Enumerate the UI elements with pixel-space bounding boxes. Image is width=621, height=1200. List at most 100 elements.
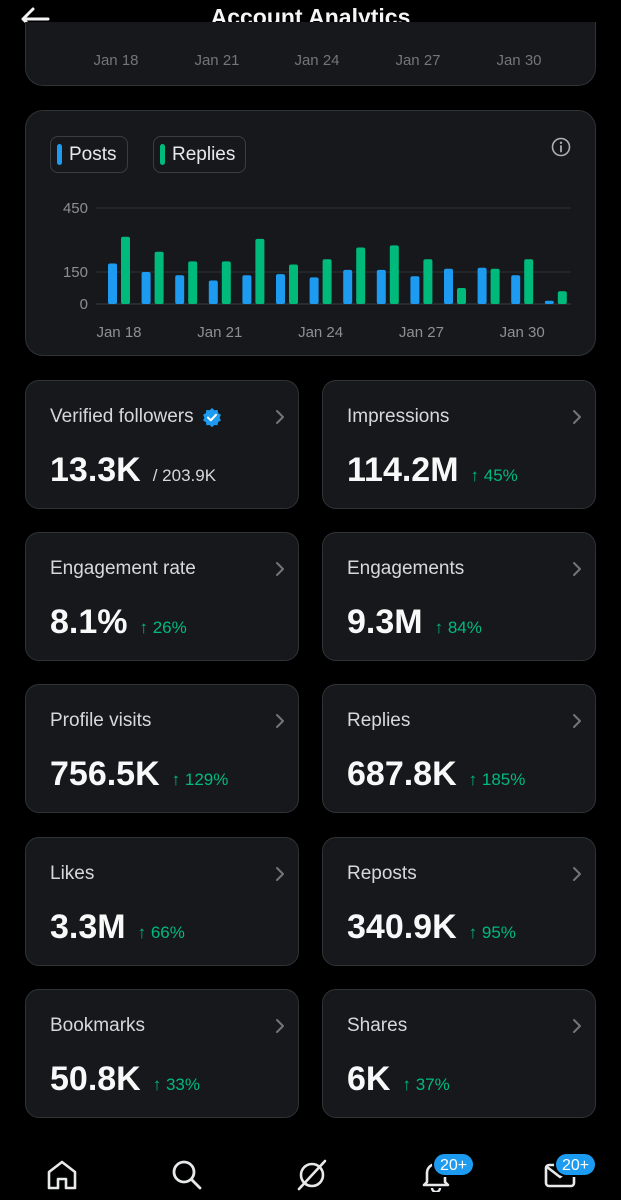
- chevron-right-icon: [276, 410, 284, 424]
- chevron-right-icon: [573, 410, 581, 424]
- stat-change: ↑ 45%: [470, 466, 518, 485]
- bar-replies-jan-19: [154, 251, 164, 304]
- messages-badge: 20+: [554, 1152, 598, 1177]
- bar-replies-jan-28: [457, 288, 466, 304]
- stat-card-engagement-rate[interactable]: Engagement rate 8.1% ↑ 26%: [25, 532, 299, 661]
- stat-label: Verified followers: [50, 406, 222, 428]
- stat-value: 50.8K ↑ 33%: [50, 1060, 200, 1099]
- legend-label: Replies: [172, 143, 236, 165]
- stat-value: 687.8K ↑ 185%: [347, 755, 525, 794]
- grok-icon[interactable]: [295, 1158, 329, 1192]
- bar-replies-jan-26: [389, 245, 399, 304]
- y-tick-label: 450: [63, 200, 88, 217]
- home-icon[interactable]: [45, 1158, 79, 1192]
- stat-label: Replies: [347, 710, 410, 732]
- stat-card-likes[interactable]: Likes 3.3M ↑ 66%: [25, 837, 299, 966]
- stat-label-text: Replies: [347, 710, 411, 731]
- stat-value: 340.9K ↑ 95%: [347, 908, 516, 947]
- stat-change: ↑ 129%: [171, 770, 229, 789]
- stat-card-verified-followers[interactable]: Verified followers 13.3K / 203.9K: [25, 380, 299, 509]
- bar-posts-jan-31: [544, 300, 554, 304]
- bar-chart: 0 150 450 Jan 18 Jan 21 Jan 24 Jan 27 Jan 30: [63, 200, 571, 341]
- stat-value-text: 13.3K: [50, 451, 141, 489]
- legend-posts[interactable]: Posts: [50, 136, 128, 173]
- chevron-right-icon: [276, 714, 284, 728]
- stat-label-text: Bookmarks: [50, 1015, 146, 1036]
- stat-change: ↑ 84%: [434, 618, 482, 637]
- x-tick-label: Jan 24: [294, 52, 340, 69]
- stat-label: Shares: [347, 1015, 407, 1037]
- stat-value-text: 9.3M: [347, 603, 423, 641]
- stat-change: ↑ 66%: [137, 923, 185, 942]
- bar-replies-jan-18: [121, 236, 130, 304]
- stat-label-text: Reposts: [347, 863, 417, 884]
- chevron-right-icon: [573, 714, 581, 728]
- bar-posts-jan-20: [175, 275, 185, 304]
- stat-label-text: Verified followers: [50, 406, 194, 427]
- x-tick-label: Jan 21: [194, 52, 240, 69]
- stat-card-replies[interactable]: Replies 687.8K ↑ 185%: [322, 684, 596, 813]
- x-tick-label: Jan 21: [197, 324, 242, 341]
- stat-value: 6K ↑ 37%: [347, 1060, 450, 1099]
- bar-replies-jan-30: [524, 259, 534, 304]
- stat-label: Engagement rate: [50, 558, 196, 580]
- stat-card-profile-visits[interactable]: Profile visits 756.5K ↑ 129%: [25, 684, 299, 813]
- stat-card-shares[interactable]: Shares 6K ↑ 37%: [322, 989, 596, 1118]
- stat-value-text: 50.8K: [50, 1060, 141, 1098]
- stat-label: Profile visits: [50, 710, 151, 732]
- bar-posts-jan-18: [108, 263, 117, 304]
- x-tick-label: Jan 18: [96, 324, 141, 341]
- verified-badge-icon: [202, 408, 221, 427]
- stat-change: ↑ 26%: [139, 618, 187, 637]
- stat-value-text: 687.8K: [347, 755, 457, 793]
- stat-value-text: 114.2M: [347, 451, 459, 489]
- previous-chart-card: Jan 18 Jan 21 Jan 24 Jan 27 Jan 30: [25, 22, 596, 86]
- stat-label: Engagements: [347, 558, 464, 580]
- bar-replies-jan-20: [188, 261, 198, 304]
- stat-label-text: Profile visits: [50, 710, 152, 731]
- bar-replies-jan-23: [289, 264, 298, 304]
- bar-posts-jan-25: [343, 269, 353, 304]
- stat-value: 8.1% ↑ 26%: [50, 603, 187, 642]
- chevron-right-icon: [276, 1019, 284, 1033]
- stat-change: ↑ 95%: [468, 923, 516, 942]
- stat-label-text: Engagement rate: [50, 558, 196, 579]
- stat-card-engagements[interactable]: Engagements 9.3M ↑ 84%: [322, 532, 596, 661]
- bar-posts-jan-19: [141, 272, 151, 304]
- stat-label: Reposts: [347, 863, 417, 885]
- chevron-right-icon: [573, 1019, 581, 1033]
- stat-change: ↑ 185%: [468, 770, 526, 789]
- search-icon[interactable]: [170, 1158, 204, 1192]
- chevron-right-icon: [573, 562, 581, 576]
- bottom-nav: [0, 1140, 621, 1200]
- stat-card-reposts[interactable]: Reposts 340.9K ↑ 95%: [322, 837, 596, 966]
- bar-posts-jan-26: [376, 269, 386, 304]
- stat-change: ↑ 37%: [402, 1075, 450, 1094]
- legend-replies[interactable]: Replies: [153, 136, 247, 173]
- replies-swatch: [160, 144, 165, 165]
- stat-value: 756.5K ↑ 129%: [50, 755, 228, 794]
- bar-replies-jan-24: [322, 259, 332, 304]
- posts-replies-chart-card: Posts Replies 0 150 450 Jan 18 Jan 21 Jan 24 J…: [25, 110, 596, 356]
- bar-posts-jan-29: [477, 267, 487, 304]
- stat-card-bookmarks[interactable]: Bookmarks 50.8K ↑ 33%: [25, 989, 299, 1118]
- stat-label: Likes: [50, 863, 94, 885]
- info-icon[interactable]: [551, 137, 571, 157]
- bar-replies-jan-29: [490, 268, 500, 304]
- notifications-badge: 20+: [432, 1152, 476, 1177]
- bar-posts-jan-27: [410, 276, 420, 304]
- stat-value-text: 3.3M: [50, 908, 126, 946]
- posts-swatch: [57, 144, 62, 165]
- stat-label: Bookmarks: [50, 1015, 145, 1037]
- bar-posts-jan-28: [444, 268, 453, 304]
- x-tick-label: Jan 27: [395, 52, 441, 69]
- bar-replies-jan-22: [255, 238, 265, 304]
- chevron-right-icon: [276, 562, 284, 576]
- stat-label-text: Likes: [50, 863, 95, 884]
- bar-posts-jan-30: [511, 275, 521, 304]
- stat-card-impressions[interactable]: Impressions 114.2M ↑ 45%: [322, 380, 596, 509]
- bar-replies-jan-21: [221, 261, 231, 304]
- x-tick-label: Jan 18: [93, 52, 139, 69]
- bar-replies-jan-25: [356, 247, 366, 304]
- stat-value-text: 756.5K: [50, 755, 160, 793]
